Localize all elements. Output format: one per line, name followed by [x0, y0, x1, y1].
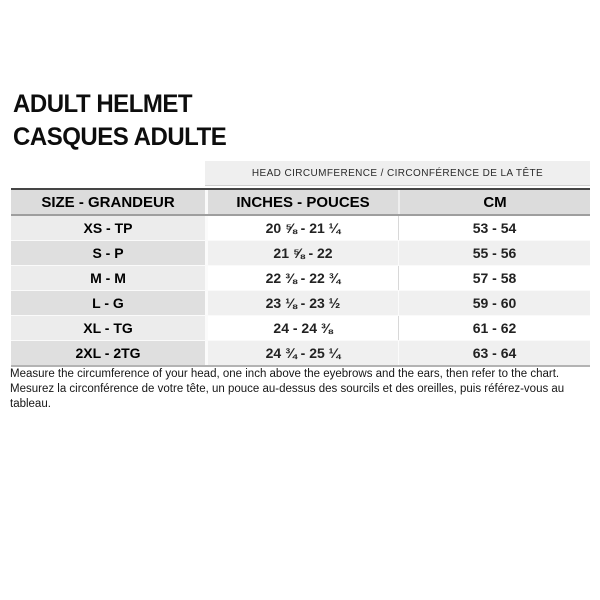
cm-cell: 63 - 64: [398, 341, 590, 365]
inches-cell: 22 ⅜ - 22 ¾: [205, 266, 398, 290]
table-row-xs: XS - TP 20 ⅝ - 21 ¼ 53 - 54: [11, 216, 590, 240]
size-cell: L - G: [11, 291, 205, 315]
inches-cell: 24 - 24 ⅜: [205, 316, 398, 340]
size-cell: S - P: [11, 241, 205, 265]
table-body: XS - TP 20 ⅝ - 21 ¼ 53 - 54 S - P 21 ⅝ -…: [11, 216, 590, 367]
cm-cell: 57 - 58: [398, 266, 590, 290]
page-title-fr: CASQUES ADULTE: [13, 123, 227, 151]
note-fr: Mesurez la circonférence de votre tête, …: [10, 383, 565, 410]
inches-cell: 24 ¾ - 25 ¼: [205, 341, 398, 365]
table-header-row: SIZE - GRANDEUR INCHES - POUCES CM: [11, 188, 590, 216]
table-row-xl: XL - TG 24 - 24 ⅜ 61 - 62: [11, 315, 590, 340]
column-header-inches: INCHES - POUCES: [205, 190, 398, 214]
size-cell: XL - TG: [11, 316, 205, 340]
size-table: HEAD CIRCUMFERENCE / CIRCONFÉRENCE DE LA…: [11, 161, 590, 367]
column-header-cm: CM: [398, 190, 590, 214]
table-group-header-row: HEAD CIRCUMFERENCE / CIRCONFÉRENCE DE LA…: [11, 161, 590, 186]
cm-cell: 59 - 60: [398, 291, 590, 315]
cm-cell: 53 - 54: [398, 216, 590, 240]
page-title: ADULT HELMET CASQUES ADULTE: [13, 88, 227, 154]
cm-cell: 61 - 62: [398, 316, 590, 340]
inches-cell: 20 ⅝ - 21 ¼: [205, 216, 398, 240]
size-cell: XS - TP: [11, 216, 205, 240]
inches-cell: 23 ⅛ - 23 ½: [205, 291, 398, 315]
column-header-size: SIZE - GRANDEUR: [11, 190, 205, 214]
group-header-spacer: [11, 161, 205, 186]
table-row-m: M - M 22 ⅜ - 22 ¾ 57 - 58: [11, 265, 590, 290]
group-header-head-circumference: HEAD CIRCUMFERENCE / CIRCONFÉRENCE DE LA…: [205, 161, 590, 186]
measurement-notes: Measure the circumference of your head, …: [10, 367, 594, 412]
table-row-s: S - P 21 ⅝ - 22 55 - 56: [11, 240, 590, 265]
page-title-en: ADULT HELMET: [13, 90, 193, 118]
inches-cell: 21 ⅝ - 22: [205, 241, 398, 265]
table-row-2xl: 2XL - 2TG 24 ¾ - 25 ¼ 63 - 64: [11, 340, 590, 365]
size-cell: M - M: [11, 266, 205, 290]
size-cell: 2XL - 2TG: [11, 341, 205, 365]
cm-cell: 55 - 56: [398, 241, 590, 265]
table-row-l: L - G 23 ⅛ - 23 ½ 59 - 60: [11, 290, 590, 315]
note-en: Measure the circumference of your head, …: [10, 368, 560, 380]
